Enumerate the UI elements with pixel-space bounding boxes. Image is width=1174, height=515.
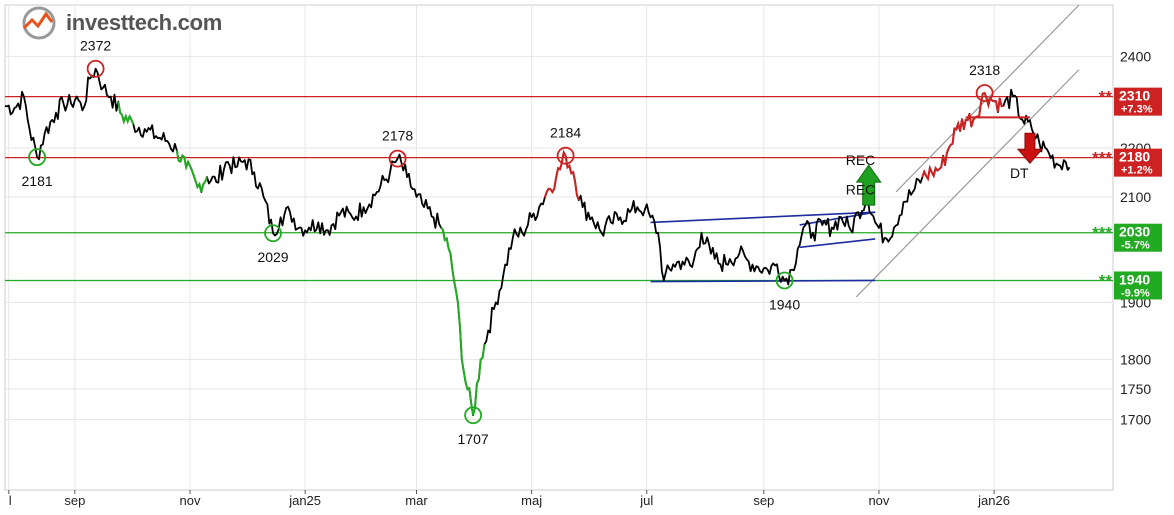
- rectangle-line: [799, 238, 876, 249]
- y-tick-label: 2400: [1120, 48, 1151, 64]
- x-tick-label: nov: [179, 493, 200, 508]
- pivot-high-marker: [388, 149, 407, 168]
- rectangle-line: [799, 211, 876, 226]
- pivot-label: 2178: [382, 128, 413, 144]
- brand-name: investtech.com: [66, 10, 222, 35]
- trend-channel-line: [855, 69, 1080, 298]
- level-value: 1940: [1119, 271, 1150, 287]
- pivot-label: 2184: [550, 125, 581, 141]
- level-stars: ***: [1092, 149, 1112, 168]
- level-pct: +7.3%: [1121, 104, 1153, 116]
- level-tag: [1114, 223, 1162, 252]
- pivot-label: 1707: [458, 431, 489, 447]
- price-segment-up: [175, 150, 208, 193]
- pivot-label: 2029: [257, 249, 288, 265]
- pivot-low-marker: [28, 148, 46, 167]
- x-tick-label: maj: [521, 493, 542, 508]
- y-tick-label: 1700: [1120, 412, 1151, 428]
- level-value: 2030: [1119, 224, 1150, 240]
- logo-icon: [22, 6, 56, 40]
- price-segment-up: [440, 226, 486, 416]
- pivot-low-marker: [775, 271, 794, 290]
- pivot-high-marker: [556, 146, 575, 165]
- x-tick-label: nov: [868, 493, 889, 508]
- level-stars: ***: [1092, 224, 1112, 243]
- signal-label: DT: [1010, 165, 1029, 181]
- signal-label: REC: [846, 182, 876, 198]
- sell-arrow-icon: [1016, 132, 1044, 165]
- level-pct: -5.7%: [1121, 240, 1150, 252]
- pivot-low-marker: [264, 224, 282, 243]
- x-tick-label: l: [9, 493, 12, 508]
- level-tag: [1114, 87, 1162, 116]
- y-tick-label: 1800: [1120, 351, 1151, 367]
- rectangle-line: [650, 279, 876, 283]
- y-tick-label: 1750: [1120, 381, 1151, 397]
- pivot-label: 1940: [769, 296, 800, 312]
- investtech-logo[interactable]: investtech.com: [18, 5, 228, 41]
- level-value: 2310: [1119, 88, 1150, 104]
- pivot-label: 2372: [80, 38, 111, 54]
- x-tick-label: jan26: [977, 493, 1010, 508]
- price-segment-up: [117, 101, 135, 125]
- x-tick-label: jul: [639, 493, 653, 508]
- pivot-label: 2181: [22, 173, 53, 189]
- x-tick-label: jan25: [288, 493, 321, 508]
- x-tick-label: sep: [64, 493, 85, 508]
- level-tag: [1114, 271, 1162, 300]
- plot-frame: [4, 4, 1114, 491]
- pivot-label: 2318: [969, 62, 1000, 78]
- pivot-low-marker: [464, 406, 483, 425]
- price-segment-down: [921, 91, 1004, 182]
- level-stars: **: [1099, 271, 1113, 290]
- pivot-high-marker: [86, 59, 105, 78]
- buy-arrow-icon: [855, 164, 882, 206]
- price-segment-down: [543, 149, 580, 201]
- pivot-high-marker: [975, 84, 994, 102]
- level-stars: **: [1099, 88, 1113, 107]
- level-value: 2180: [1119, 149, 1150, 165]
- level-tag: [1114, 148, 1162, 177]
- x-tick-label: sep: [753, 493, 774, 508]
- y-tick-label: 2100: [1120, 189, 1151, 205]
- x-tick-label: mar: [405, 493, 428, 508]
- level-pct: +1.2%: [1121, 165, 1153, 177]
- signal-label: REC: [846, 152, 876, 168]
- rectangle-line: [650, 211, 876, 224]
- level-pct: -9.9%: [1121, 287, 1150, 299]
